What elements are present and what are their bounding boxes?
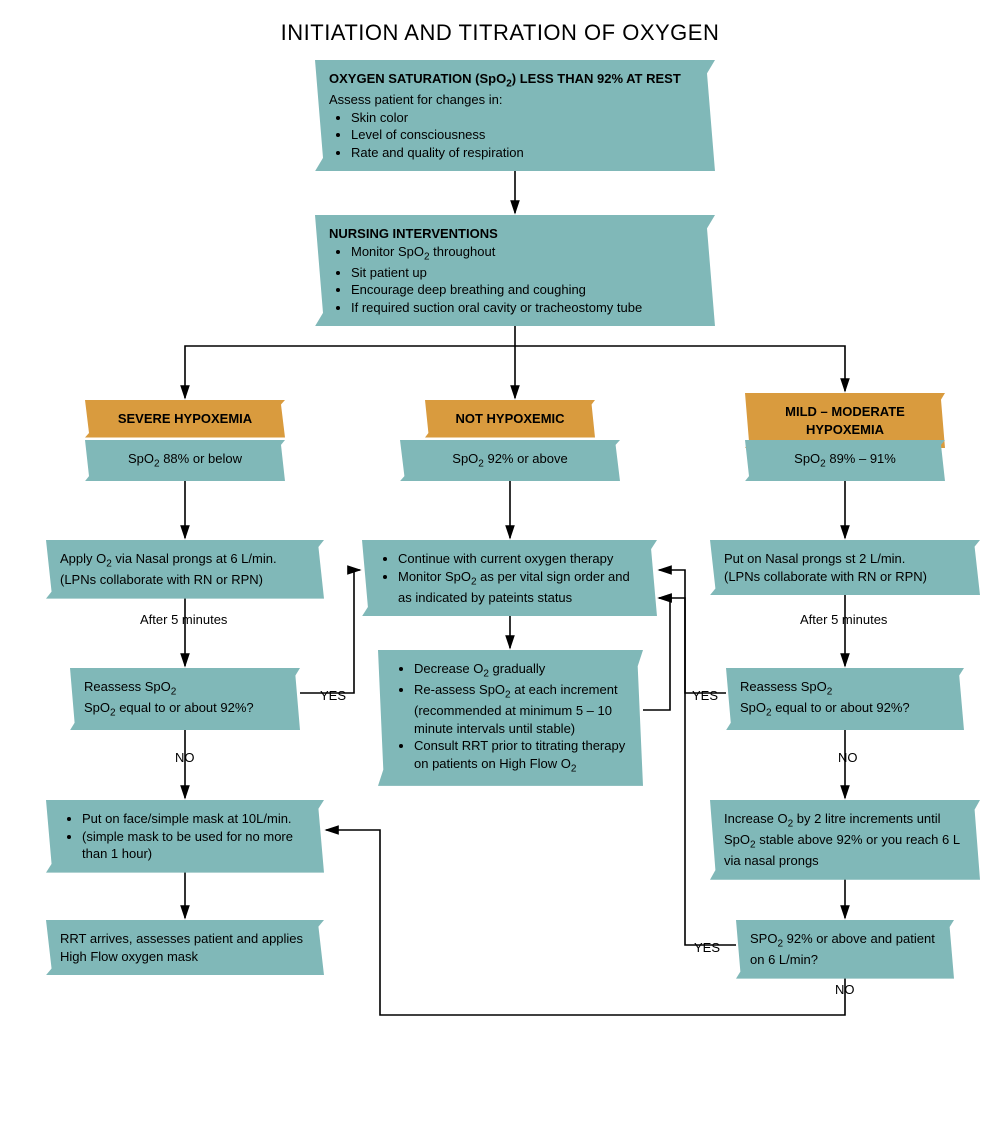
edge-label: YES — [320, 688, 346, 703]
node-sev_s: SpO2 88% or below — [85, 440, 285, 481]
edge-label: NO — [835, 982, 855, 997]
node-sev_m: Put on face/simple mask at 10L/min.(simp… — [46, 800, 324, 873]
node-not_s: SpO2 92% or above — [400, 440, 620, 481]
page-title: INITIATION AND TITRATION OF OXYGEN — [0, 0, 1000, 46]
edge-label: After 5 minutes — [140, 612, 227, 627]
node-n2: NURSING INTERVENTIONSMonitor SpO2 throug… — [315, 215, 715, 326]
edge-label: After 5 minutes — [800, 612, 887, 627]
node-mild_a: Put on Nasal prongs st 2 L/min.(LPNs col… — [710, 540, 980, 595]
edge-label: NO — [838, 750, 858, 765]
node-sev_h: SEVERE HYPOXEMIA — [85, 400, 285, 438]
edge-label: YES — [694, 940, 720, 955]
edge-label: YES — [692, 688, 718, 703]
node-not_d: Decrease O2 graduallyRe-assess SpO2 at e… — [378, 650, 643, 786]
node-sev_r: Reassess SpO2SpO2 equal to or about 92%? — [70, 668, 300, 730]
node-not_h: NOT HYPOXEMIC — [425, 400, 595, 438]
node-mild_r: Reassess SpO2SpO2 equal to or about 92%? — [726, 668, 964, 730]
node-mild_s: SpO2 89% – 91% — [745, 440, 945, 481]
node-sev_rrt: RRT arrives, assesses patient and applie… — [46, 920, 324, 975]
edge-label: NO — [175, 750, 195, 765]
node-n1: OXYGEN SATURATION (SpO2) LESS THAN 92% A… — [315, 60, 715, 171]
node-sev_a: Apply O2 via Nasal prongs at 6 L/min.(LP… — [46, 540, 324, 599]
node-mild_i: Increase O2 by 2 litre increments until … — [710, 800, 980, 880]
node-mild_q: SPO2 92% or above and patient on 6 L/min… — [736, 920, 954, 979]
node-not_c: Continue with current oxygen therapyMoni… — [362, 540, 657, 616]
node-mild_h: MILD – MODERATE HYPOXEMIA — [745, 393, 945, 448]
